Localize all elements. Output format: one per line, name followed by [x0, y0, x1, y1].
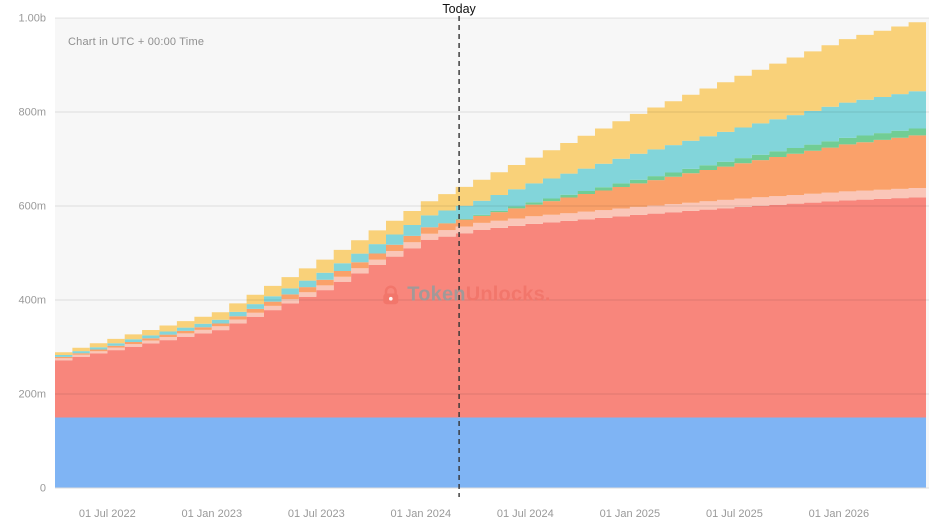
- x-tick-label: 01 Jul 2022: [79, 508, 136, 520]
- y-tick-label: 600m: [18, 201, 46, 213]
- area-teal: [55, 91, 926, 357]
- y-tick-label: 0: [40, 483, 46, 495]
- x-tick-label: 01 Jan 2023: [182, 508, 243, 520]
- x-tick-label: 01 Jan 2025: [600, 508, 661, 520]
- timezone-note: Chart in UTC + 00:00 Time: [68, 36, 205, 48]
- x-tick-label: 01 Jul 2023: [288, 508, 345, 520]
- area-yellow: [55, 22, 926, 355]
- today-label: Today: [442, 2, 476, 16]
- x-tick-label: 01 Jan 2026: [809, 508, 870, 520]
- y-tick-label: 1.00b: [18, 13, 46, 25]
- x-tick-label: 01 Jan 2024: [391, 508, 452, 520]
- y-tick-label: 200m: [18, 389, 46, 401]
- area-orange: [55, 135, 926, 359]
- x-tick-label: 01 Jul 2025: [706, 508, 763, 520]
- area-blue: [55, 417, 926, 488]
- x-tick-label: 01 Jul 2024: [497, 508, 554, 520]
- y-tick-label: 800m: [18, 107, 46, 119]
- y-tick-label: 400m: [18, 295, 46, 307]
- area-red: [55, 197, 926, 418]
